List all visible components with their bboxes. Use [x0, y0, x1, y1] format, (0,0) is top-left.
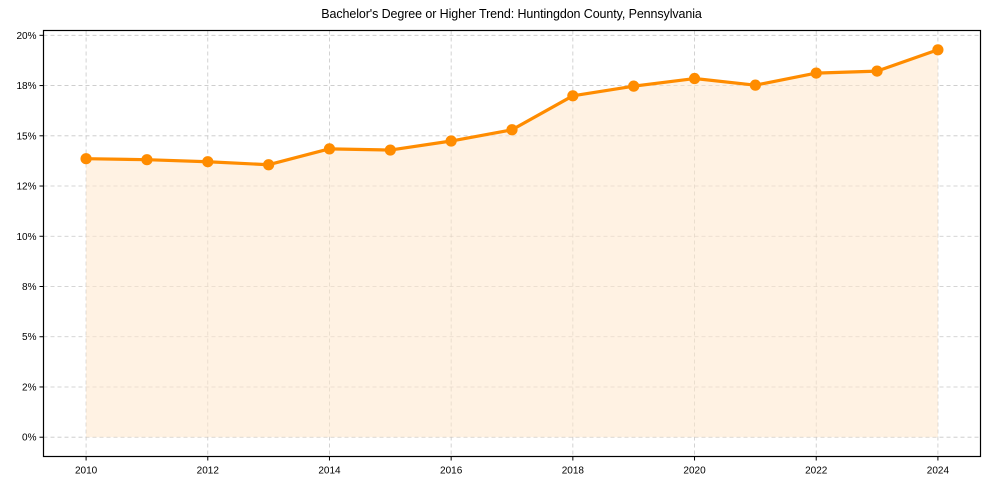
- area-fill: [86, 49, 938, 438]
- data-point-marker: [263, 159, 275, 171]
- x-tick-label: 2012: [197, 466, 220, 477]
- data-point-marker: [80, 153, 92, 165]
- y-tick-label: 0%: [22, 433, 37, 444]
- data-point-marker: [932, 44, 944, 56]
- data-point-marker: [323, 143, 336, 155]
- y-tick-label: 8%: [22, 282, 37, 293]
- area-fill-path: [86, 49, 938, 438]
- chart-title: Bachelor's Degree or Higher Trend: Hunti…: [321, 7, 702, 21]
- data-point-marker: [628, 80, 640, 92]
- y-axis: 0% 2% 5% 8% 10% 12% 15% 18% 20%: [16, 31, 44, 444]
- data-point-marker: [506, 124, 518, 136]
- x-axis: 2010 2012 2014 2016 2018 2020 2022 2024: [75, 456, 950, 477]
- x-tick-label: 2020: [683, 466, 706, 477]
- y-tick-label: 12%: [16, 182, 36, 193]
- plot-frame: [42, 29, 982, 458]
- y-tick-label: 20%: [16, 31, 36, 42]
- data-markers: [80, 44, 944, 171]
- x-tick-label: 2024: [927, 466, 950, 477]
- x-tick-label: 2022: [805, 466, 828, 477]
- data-point-marker: [810, 67, 822, 79]
- y-tick-label: 15%: [16, 131, 36, 142]
- y-tick-label: 2%: [22, 382, 37, 393]
- x-tick-label: 2018: [562, 466, 585, 477]
- data-point-marker: [141, 154, 153, 166]
- x-tick-label: 2010: [75, 466, 98, 477]
- x-tick-label: 2014: [318, 466, 341, 477]
- data-point-marker: [202, 156, 214, 168]
- x-tick-label: 2016: [440, 466, 463, 477]
- data-point-marker: [688, 72, 701, 85]
- data-point-marker: [384, 144, 396, 156]
- data-point-marker: [871, 65, 883, 77]
- data-point-marker: [445, 135, 457, 147]
- y-tick-label: 5%: [22, 332, 37, 343]
- y-tick-label: 18%: [16, 81, 36, 92]
- data-point-marker: [567, 90, 579, 102]
- data-point-marker: [749, 79, 761, 91]
- y-tick-label: 10%: [16, 232, 36, 243]
